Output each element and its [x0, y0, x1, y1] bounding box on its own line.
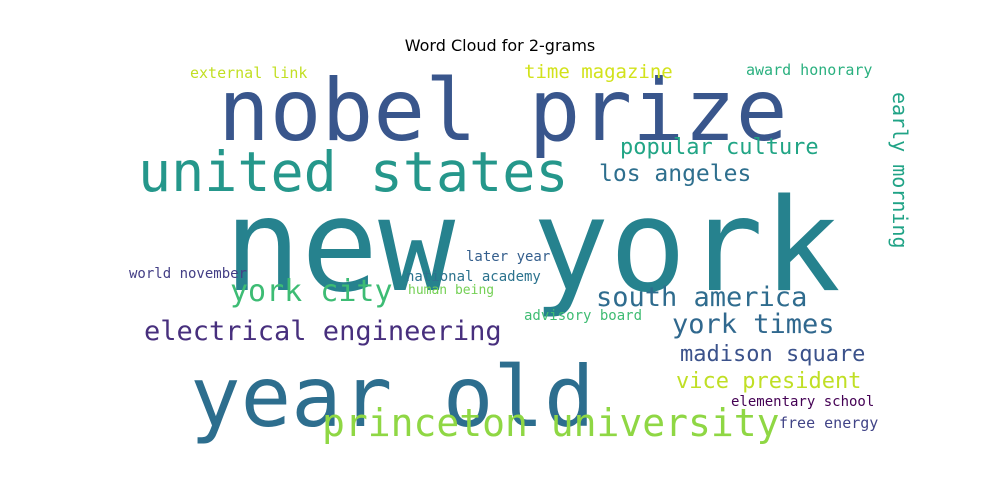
word-united-states: united states — [138, 140, 568, 204]
word-award-honorary: award honorary — [746, 61, 872, 79]
word-los-angeles: los angeles — [599, 161, 751, 187]
word-princeton-university: princeton university — [322, 401, 780, 445]
word-free-energy: free energy — [779, 414, 878, 432]
word-advisory-board: advisory board — [524, 308, 642, 324]
word-later-year: later year — [466, 249, 550, 265]
word-elementary-school: elementary school — [731, 394, 874, 410]
word-vice-president: vice president — [676, 369, 861, 394]
word-external-link: external link — [190, 64, 307, 82]
word-madison-square: madison square — [680, 342, 865, 367]
chart-title: Word Cloud for 2-grams — [404, 36, 596, 55]
word-nobel-prize: nobel prize — [218, 61, 788, 161]
word-south-america: south america — [596, 282, 807, 313]
word-electrical-engineering: electrical engineering — [144, 316, 502, 347]
word-national-academy: national academy — [406, 269, 541, 285]
word-world-november: world november — [129, 266, 247, 282]
word-york-times: york times — [672, 309, 835, 340]
word-early-morning: early morning — [888, 92, 912, 249]
word-time-magazine: time magazine — [524, 61, 673, 83]
word-human-being: human being — [408, 283, 494, 298]
word-york-city: york city — [230, 274, 393, 309]
word-year-old: year old — [190, 348, 595, 446]
word-new-york: new york — [224, 172, 841, 321]
word-popular-culture: popular culture — [620, 135, 819, 160]
